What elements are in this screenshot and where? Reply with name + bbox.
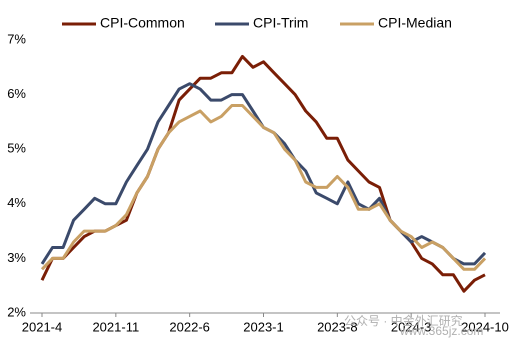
legend-label: CPI-Median [378, 15, 452, 31]
y-tick-label: 4% [7, 195, 26, 210]
y-tick-label: 2% [7, 304, 26, 319]
x-tick-label: 2023-8 [317, 319, 357, 334]
x-tick-label: 2022-6 [169, 319, 209, 334]
line [40, 82, 487, 266]
watermark: 公众号 · 中金外汇研究 [344, 313, 463, 328]
watermark: www.365jz.com [399, 324, 483, 338]
x-tick-label: 2024-10 [461, 319, 509, 334]
x-tick-label: 2021-4 [22, 319, 62, 334]
x-tick-label: 2023-1 [243, 319, 283, 334]
legend-label: CPI-Common [100, 15, 185, 31]
legend-label: CPI-Trim [253, 15, 308, 31]
y-tick-label: 6% [7, 86, 26, 101]
x-tick-label: 2021-11 [92, 319, 139, 334]
line [40, 54, 486, 293]
line [40, 104, 487, 271]
x-tick-label: 2024-3 [391, 319, 431, 334]
y-tick-label: 3% [7, 250, 26, 265]
y-tick-label: 5% [7, 141, 26, 156]
y-tick-label: 7% [7, 31, 26, 46]
